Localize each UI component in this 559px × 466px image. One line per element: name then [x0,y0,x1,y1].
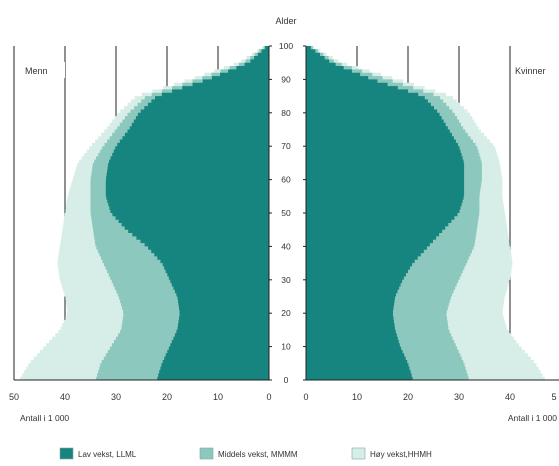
age-tick-labels: 0 10 20 30 40 50 60 70 80 90 100 [269,41,306,385]
x-tick-labels: 0 0 10 10 20 20 30 30 40 40 50 5 [9,392,557,402]
age-tick-label-90: 90 [281,74,291,84]
legend-swatch-0 [59,447,74,460]
legend-swatch-2 [351,447,366,460]
series-women-lav-vekst [306,46,465,380]
x-tick-right-30: 30 [454,392,464,402]
age-tick-label-80: 80 [281,108,291,118]
age-tick-label-40: 40 [281,241,291,251]
age-tick-label-0: 0 [284,375,289,385]
age-axis-label: Alder [275,16,296,26]
x-tick-left-30: 30 [111,392,121,402]
age-tick-label-100: 100 [279,41,293,51]
age-tick-label-70: 70 [281,141,291,151]
x-tick-left-20: 20 [162,392,172,402]
x-axis-label-left: Antall i 1 000 [20,413,69,423]
age-tick-label-30: 30 [281,275,291,285]
x-tick-right-20: 20 [403,392,413,402]
series-men-lav-vekst [105,46,269,380]
x-tick-right-10: 10 [352,392,362,402]
x-tick-left-0: 0 [266,392,271,402]
x-tick-left-10: 10 [213,392,223,402]
age-tick-label-10: 10 [281,342,291,352]
legend-label-0: Lav vekst, LLML [78,450,137,459]
legend-swatch-1 [199,447,214,460]
legend-label-1: Middels vekst, MMMM [218,450,298,459]
x-tick-left-50: 50 [9,392,19,402]
age-tick-label-60: 60 [281,175,291,185]
panel-label-right-bg [511,62,559,78]
x-tick-left-40: 40 [60,392,70,402]
panel-label-men: Menn [25,66,48,76]
legend: Lav vekst, LLML Middels vekst, MMMM Høy ve… [59,447,432,460]
pyramid-areas [20,46,545,380]
x-tick-right-0: 0 [303,392,308,402]
x-tick-right-50: 5 [551,392,556,402]
panel-label-women: Kvinner [515,66,546,76]
age-tick-label-50: 50 [281,208,291,218]
legend-label-2: Høy vekst,HHMH [370,450,432,459]
x-axis-label-right: Antall i 1 000 [508,413,557,423]
x-tick-right-40: 40 [505,392,515,402]
panel-label-left-bg [21,62,65,78]
age-tick-label-20: 20 [281,308,291,318]
